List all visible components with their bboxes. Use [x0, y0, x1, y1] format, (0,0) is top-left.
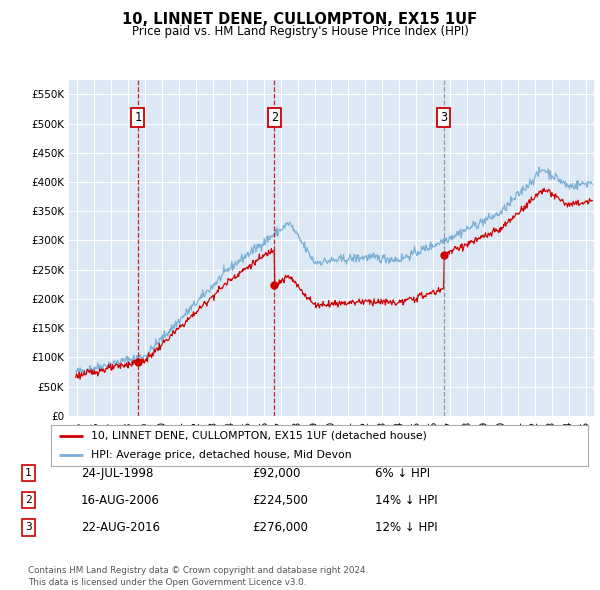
Text: £276,000: £276,000	[252, 521, 308, 534]
Text: 24-JUL-1998: 24-JUL-1998	[81, 467, 154, 480]
Text: HPI: Average price, detached house, Mid Devon: HPI: Average price, detached house, Mid …	[91, 450, 352, 460]
Text: 22-AUG-2016: 22-AUG-2016	[81, 521, 160, 534]
Text: 2: 2	[271, 111, 278, 124]
Text: 1: 1	[25, 468, 32, 478]
Text: £92,000: £92,000	[252, 467, 301, 480]
Text: 3: 3	[440, 111, 448, 124]
Text: 1: 1	[134, 111, 142, 124]
Text: Contains HM Land Registry data © Crown copyright and database right 2024.
This d: Contains HM Land Registry data © Crown c…	[28, 566, 368, 587]
Text: £224,500: £224,500	[252, 494, 308, 507]
Text: 14% ↓ HPI: 14% ↓ HPI	[375, 494, 437, 507]
Text: 2: 2	[25, 496, 32, 505]
Text: 6% ↓ HPI: 6% ↓ HPI	[375, 467, 430, 480]
Text: Price paid vs. HM Land Registry's House Price Index (HPI): Price paid vs. HM Land Registry's House …	[131, 25, 469, 38]
Text: 10, LINNET DENE, CULLOMPTON, EX15 1UF: 10, LINNET DENE, CULLOMPTON, EX15 1UF	[122, 12, 478, 27]
Text: 10, LINNET DENE, CULLOMPTON, EX15 1UF (detached house): 10, LINNET DENE, CULLOMPTON, EX15 1UF (d…	[91, 431, 427, 441]
Text: 12% ↓ HPI: 12% ↓ HPI	[375, 521, 437, 534]
Text: 3: 3	[25, 523, 32, 532]
Text: 16-AUG-2006: 16-AUG-2006	[81, 494, 160, 507]
